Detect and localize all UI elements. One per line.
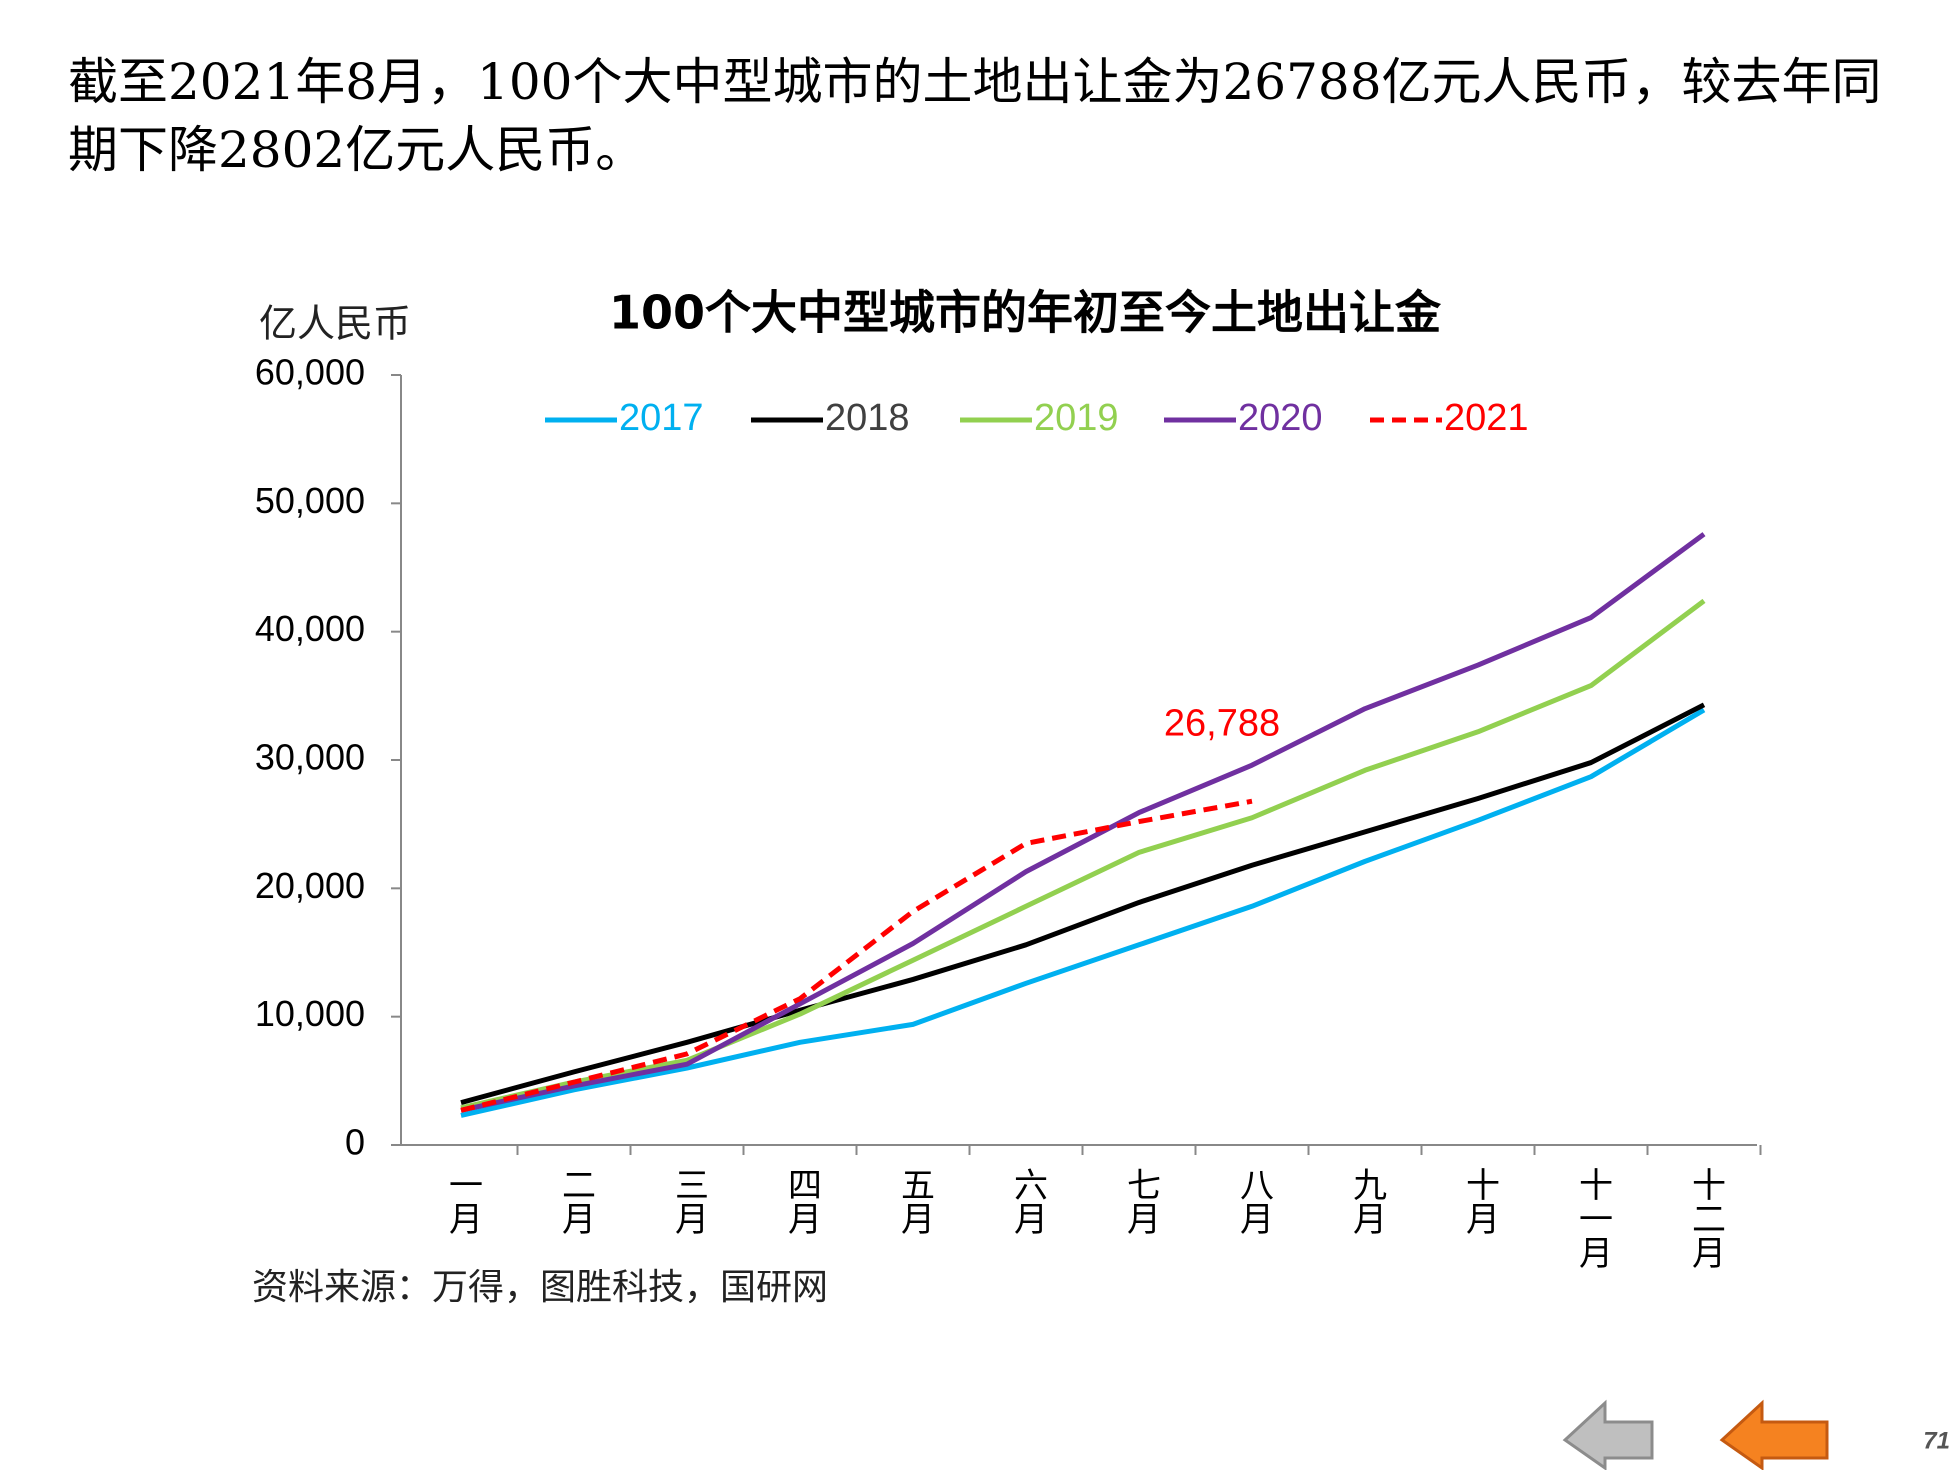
y-tick-label: 60,000 [255, 352, 365, 393]
y-tick-label: 0 [345, 1122, 365, 1163]
series-line [460, 798, 1253, 1113]
page-number: 71 [1923, 1427, 1950, 1454]
x-tick-label: 八月 [1234, 1167, 1274, 1235]
y-axis-label: 亿人民币 [259, 302, 411, 346]
legend-label: 2020 [1238, 397, 1323, 439]
x-tick-label: 四月 [782, 1167, 822, 1235]
x-tick-label: 二月 [556, 1167, 596, 1235]
y-tick-label: 30,000 [255, 737, 365, 778]
y-tick-label: 50,000 [255, 480, 365, 521]
x-tick-label: 十一月 [1573, 1167, 1613, 1269]
series-line [460, 707, 1706, 1118]
series-line [460, 702, 1706, 1106]
x-tick-label: 九月 [1347, 1167, 1387, 1235]
chart-title: 100个大中型城市的年初至今土地出让金 [609, 286, 1442, 340]
legend-label: 2017 [619, 397, 704, 439]
x-tick-label: 六月 [1008, 1167, 1048, 1235]
x-tick-label: 三月 [669, 1167, 709, 1235]
x-tick-label: 五月 [895, 1167, 935, 1235]
next-button[interactable] [1719, 1399, 1829, 1470]
headline: 截至2021年8月，100个大中型城市的土地出让金为26788亿元人民币，较去年… [68, 53, 1882, 179]
series-line [460, 532, 1706, 1113]
y-tick-label: 10,000 [255, 993, 365, 1034]
y-tick-label: 20,000 [255, 865, 365, 906]
prev-arrow[interactable] [1562, 1399, 1654, 1470]
legend-label: 2021 [1444, 397, 1529, 439]
x-tick-label: 七月 [1121, 1167, 1161, 1235]
source-note: 资料来源：万得，图胜科技，国研网 [252, 1267, 828, 1308]
legend-label: 2019 [1034, 397, 1119, 439]
legend-label: 2018 [825, 397, 910, 439]
data-label: 26,788 [1164, 702, 1280, 744]
y-tick-label: 40,000 [255, 608, 365, 649]
x-tick-label: 十月 [1460, 1167, 1500, 1235]
x-tick-label: 十二月 [1686, 1167, 1726, 1269]
prev-button[interactable] [1562, 1399, 1654, 1470]
x-tick-label: 一月 [443, 1167, 483, 1235]
series-line [460, 598, 1706, 1111]
next-arrow[interactable] [1719, 1399, 1829, 1470]
